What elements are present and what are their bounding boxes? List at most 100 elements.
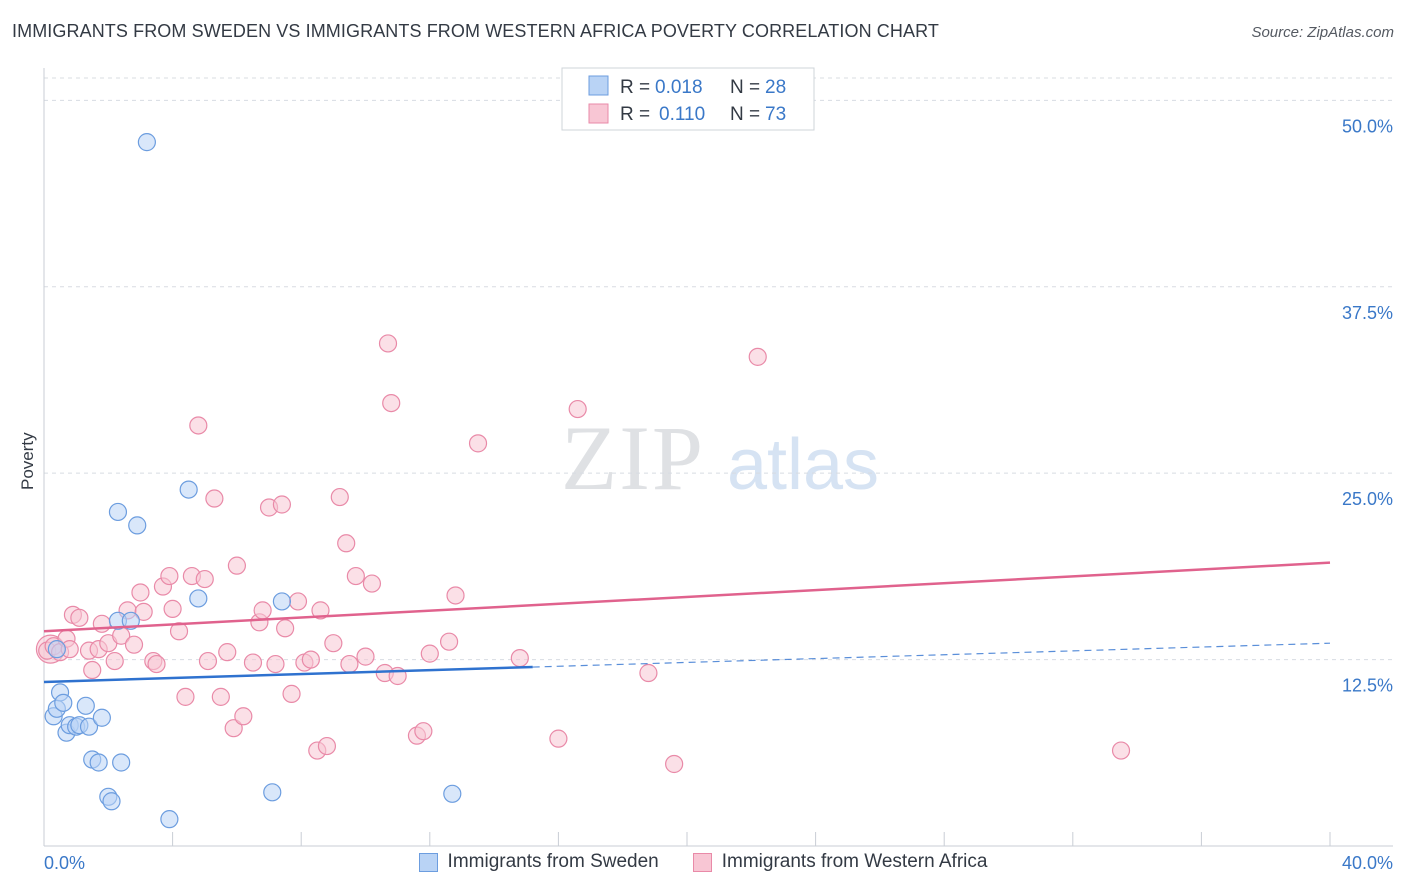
wafrica-point-49 bbox=[324, 634, 343, 653]
wafrica-point-50 bbox=[330, 487, 349, 507]
series-legend: Immigrants from Sweden Immigrants from W… bbox=[0, 851, 1406, 873]
wafrica-point-40 bbox=[272, 495, 292, 514]
sweden-point-21 bbox=[128, 516, 147, 535]
wafrica-point-52 bbox=[340, 654, 359, 674]
sweden-point-0 bbox=[137, 133, 156, 152]
legend-r-value-sweden: 0.018 bbox=[655, 77, 703, 98]
wafrica-point-34 bbox=[234, 707, 253, 726]
sweden-point-15 bbox=[112, 753, 131, 772]
source-note: Source: ZipAtlas.com bbox=[1251, 24, 1394, 41]
legend-n-value-wafrica: 73 bbox=[765, 104, 786, 125]
y-axis-title: Poverty bbox=[18, 432, 37, 490]
wafrica-point-21 bbox=[160, 566, 179, 586]
wafrica-point-56 bbox=[378, 334, 398, 353]
wafrica-point-27 bbox=[195, 569, 214, 589]
wafrica-point-61 bbox=[414, 722, 433, 741]
trend-line-sweden bbox=[43, 665, 533, 684]
wafrica-point-71 bbox=[748, 347, 767, 366]
sweden-point-5 bbox=[54, 693, 73, 712]
wafrica-point-64 bbox=[446, 586, 465, 605]
wafrica-point-26 bbox=[189, 416, 208, 435]
series-sweden bbox=[44, 133, 462, 829]
wafrica-point-8 bbox=[83, 660, 102, 680]
wafrica-point-17 bbox=[134, 602, 153, 621]
sweden-point-17 bbox=[102, 792, 121, 811]
wafrica-point-12 bbox=[105, 651, 124, 671]
wafrica-point-16 bbox=[131, 583, 150, 602]
sweden-point-12 bbox=[92, 708, 111, 727]
trend-line-wafrica bbox=[43, 561, 1331, 633]
x-tick-label-0: 0.0% bbox=[44, 853, 85, 873]
wafrica-point-68 bbox=[568, 399, 587, 419]
sweden-point-14 bbox=[89, 753, 108, 772]
wafrica-point-54 bbox=[356, 647, 375, 666]
wafrica-point-15 bbox=[124, 635, 144, 654]
sweden-point-23 bbox=[189, 589, 208, 608]
wafrica-point-31 bbox=[218, 643, 237, 662]
wafrica-point-37 bbox=[253, 601, 272, 620]
wafrica-point-55 bbox=[362, 574, 382, 593]
sweden-point-1 bbox=[47, 640, 66, 659]
watermark-atlas: atlas bbox=[727, 425, 879, 505]
wafrica-point-30 bbox=[211, 687, 230, 706]
wafrica-point-23 bbox=[169, 622, 189, 641]
wafrica-point-35 bbox=[243, 653, 263, 672]
wafrica-point-67 bbox=[549, 729, 568, 748]
chart-title: IMMIGRANTS FROM SWEDEN VS IMMIGRANTS FRO… bbox=[12, 21, 939, 41]
wafrica-point-28 bbox=[198, 651, 218, 671]
wafrica-point-43 bbox=[288, 592, 308, 611]
wafrica-point-70 bbox=[665, 754, 684, 774]
legend-r-label-sweden: R = bbox=[620, 77, 650, 98]
wafrica-point-41 bbox=[276, 619, 295, 638]
tick-labels: 12.5% 25.0% 37.5% 50.0% 0.0% 40.0% bbox=[44, 116, 1393, 873]
y-tick-label-3: 50.0% bbox=[1342, 116, 1393, 136]
wafrica-point-62 bbox=[420, 644, 439, 663]
legend-square-wafrica bbox=[692, 852, 712, 872]
wafrica-point-10 bbox=[92, 614, 111, 633]
y-tick-label-0: 12.5% bbox=[1342, 676, 1393, 696]
legend-item-wafrica: Immigrants from Western Africa bbox=[692, 851, 988, 873]
sweden-point-19 bbox=[121, 611, 140, 630]
wafrica-point-29 bbox=[205, 489, 224, 508]
legend-r-value-wafrica: 0.110 bbox=[659, 104, 705, 125]
wafrica-point-72 bbox=[1111, 741, 1131, 760]
wafrica-point-42 bbox=[282, 684, 301, 703]
trend-line-sweden-extrapolated bbox=[532, 642, 1331, 668]
axes bbox=[43, 68, 1393, 847]
wafrica-point-6 bbox=[70, 608, 89, 627]
wafrica-point-57 bbox=[382, 393, 401, 413]
wafrica-point-66 bbox=[510, 649, 529, 668]
legend-label-sweden: Immigrants from Sweden bbox=[447, 851, 659, 872]
watermark-zip: ZIP bbox=[561, 407, 705, 509]
wafrica-point-69 bbox=[639, 663, 658, 683]
wafrica-point-32 bbox=[224, 719, 243, 738]
sweden-point-24 bbox=[272, 592, 292, 611]
legend-r-label-wafrica: R = bbox=[620, 104, 650, 125]
wafrica-point-47 bbox=[311, 601, 330, 620]
sweden-point-27 bbox=[443, 784, 462, 803]
wafrica-point-48 bbox=[317, 736, 337, 756]
wafrica-point-19 bbox=[147, 654, 166, 674]
legend-swatch-sweden bbox=[588, 75, 609, 96]
legend-square-sweden bbox=[418, 852, 438, 872]
grid-lines bbox=[44, 77, 1393, 661]
legend-n-label-wafrica: N = bbox=[730, 104, 760, 125]
wafrica-point-53 bbox=[346, 566, 365, 586]
legend-n-label-sweden: N = bbox=[730, 77, 760, 98]
wafrica-point-45 bbox=[301, 650, 320, 669]
sweden-point-11 bbox=[79, 717, 99, 736]
y-tick-label-1: 25.0% bbox=[1342, 489, 1393, 509]
y-tick-label-2: 37.5% bbox=[1342, 303, 1393, 323]
legend-label-wafrica: Immigrants from Western Africa bbox=[721, 851, 988, 872]
trend-lines bbox=[43, 561, 1331, 684]
x-tick-label-1: 40.0% bbox=[1342, 853, 1393, 873]
wafrica-point-39 bbox=[266, 654, 285, 674]
sweden-point-26 bbox=[263, 783, 282, 802]
legend-n-value-sweden: 28 bbox=[765, 77, 786, 98]
sweden-point-25 bbox=[160, 810, 179, 829]
sweden-point-20 bbox=[108, 502, 128, 522]
wafrica-point-33 bbox=[227, 556, 246, 575]
wafrica-point-65 bbox=[468, 434, 488, 453]
wafrica-point-63 bbox=[439, 632, 459, 651]
